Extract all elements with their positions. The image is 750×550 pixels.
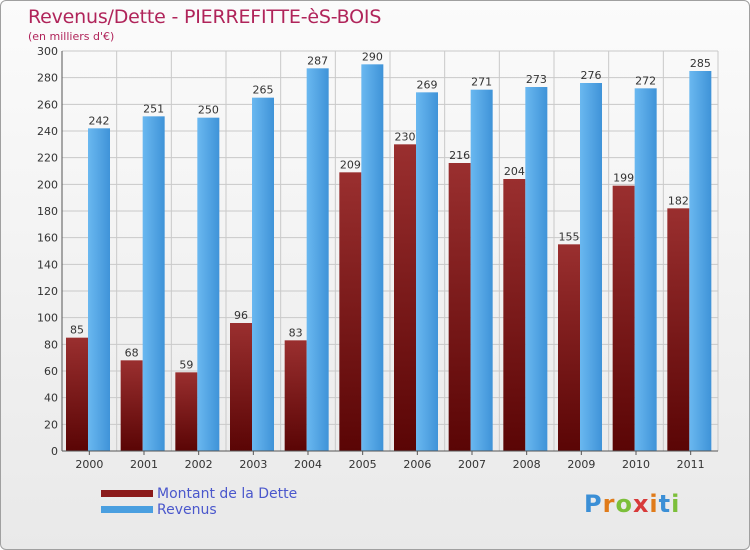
x-tick-label: 2009 — [567, 458, 595, 471]
bar-debt — [175, 372, 198, 451]
bar-debt — [558, 244, 580, 451]
value-label: 251 — [143, 102, 164, 115]
x-tick-label: 2007 — [458, 458, 486, 471]
bar-revenus — [525, 87, 548, 451]
legend-swatch-debt — [101, 490, 153, 497]
logo-letter: o — [615, 490, 633, 518]
x-tick-label: 2006 — [403, 458, 431, 471]
bar-debt — [503, 179, 526, 451]
value-labels: 85 242 68 251 59 250 96 265 83 287 209 290 230 269 216… — [70, 50, 711, 371]
bar-debt — [448, 163, 471, 451]
x-tick-label: 2008 — [513, 458, 541, 471]
y-tick-label: 120 — [37, 285, 58, 298]
x-tick-label: 2003 — [239, 458, 267, 471]
bar-revenus — [634, 88, 657, 451]
bar-revenus — [580, 83, 602, 451]
value-label: 199 — [613, 172, 634, 185]
value-label: 271 — [471, 76, 492, 89]
value-label: 276 — [581, 69, 602, 82]
value-label: 269 — [417, 78, 438, 91]
value-label: 230 — [395, 130, 416, 143]
bars — [66, 64, 712, 452]
value-label: 290 — [362, 50, 383, 63]
bar-debt — [667, 208, 690, 451]
bar-revenus — [416, 92, 438, 451]
bar-revenus — [197, 117, 220, 452]
y-tick-label: 0 — [51, 445, 58, 458]
y-tick-label: 300 — [37, 45, 58, 58]
proxiti-logo: Proxiti — [584, 490, 680, 518]
value-label: 216 — [449, 149, 470, 162]
bar-debt — [66, 337, 88, 451]
bar-debt — [394, 144, 416, 452]
bar-revenus — [142, 116, 165, 451]
bar-revenus — [689, 71, 712, 451]
chart-subtitle: (en milliers d'€) — [28, 30, 115, 43]
y-tick-label: 180 — [37, 205, 58, 218]
legend-label-debt: Montant de la Dette — [157, 486, 298, 502]
logo-letter: i — [649, 490, 659, 518]
value-label: 285 — [690, 57, 711, 70]
value-label: 272 — [635, 74, 656, 87]
y-tick-label: 60 — [44, 365, 58, 378]
axes: 0 20 40 60 80 100 120 140 160 180 200 220 240 260 280 3… — [37, 45, 718, 471]
bar-revenus — [252, 97, 274, 452]
y-tick-label: 200 — [37, 178, 58, 191]
value-label: 265 — [253, 84, 274, 97]
y-tick-label: 160 — [37, 232, 58, 245]
bar-revenus — [88, 128, 110, 451]
grid-lines — [61, 50, 719, 452]
bar-debt — [284, 340, 307, 451]
value-label: 287 — [307, 54, 328, 67]
x-tick-label: 2010 — [622, 458, 650, 471]
value-label: 68 — [125, 346, 139, 359]
value-label: 209 — [340, 158, 361, 171]
value-label: 155 — [559, 230, 580, 243]
value-label: 182 — [668, 194, 689, 207]
value-label: 85 — [70, 324, 84, 337]
y-tick-label: 220 — [37, 152, 58, 165]
y-tick-label: 240 — [37, 125, 58, 138]
bar-revenus — [470, 89, 493, 452]
x-tick-label: 2011 — [677, 458, 705, 471]
value-label: 242 — [89, 114, 110, 127]
bar-debt — [612, 185, 635, 451]
x-tick-label: 2004 — [294, 458, 322, 471]
x-tick-label: 2000 — [75, 458, 103, 471]
y-tick-label: 100 — [37, 312, 58, 325]
logo-letter: P — [584, 490, 603, 518]
x-tick-label: 2001 — [130, 458, 158, 471]
legend-label-revenus: Revenus — [157, 502, 217, 518]
chart-title: Revenus/Dette - PIERREFITTE-èS-BOIS — [28, 6, 382, 28]
y-tick-label: 280 — [37, 72, 58, 85]
x-tick-label: 2005 — [349, 458, 377, 471]
value-label: 83 — [289, 326, 303, 339]
value-label: 204 — [504, 165, 525, 178]
logo-letter: i — [671, 490, 681, 518]
logo-letter: x — [632, 490, 650, 518]
value-label: 59 — [179, 358, 193, 371]
y-tick-label: 260 — [37, 98, 58, 111]
bar-debt — [230, 323, 252, 451]
logo-letter: t — [658, 490, 672, 518]
y-tick-label: 20 — [44, 418, 58, 431]
value-label: 273 — [526, 73, 547, 86]
y-tick-label: 40 — [44, 392, 58, 405]
y-tick-label: 80 — [44, 338, 58, 351]
legend-swatch-revenus — [101, 506, 153, 513]
value-label: 250 — [198, 104, 219, 117]
bar-revenus — [306, 68, 329, 451]
value-label: 96 — [234, 309, 248, 322]
y-tick-label: 140 — [37, 258, 58, 271]
x-tick-label: 2002 — [185, 458, 213, 471]
bar-debt — [339, 172, 362, 452]
logo-letter: r — [602, 490, 616, 518]
bar-debt — [120, 360, 143, 451]
bar-revenus — [361, 64, 384, 452]
